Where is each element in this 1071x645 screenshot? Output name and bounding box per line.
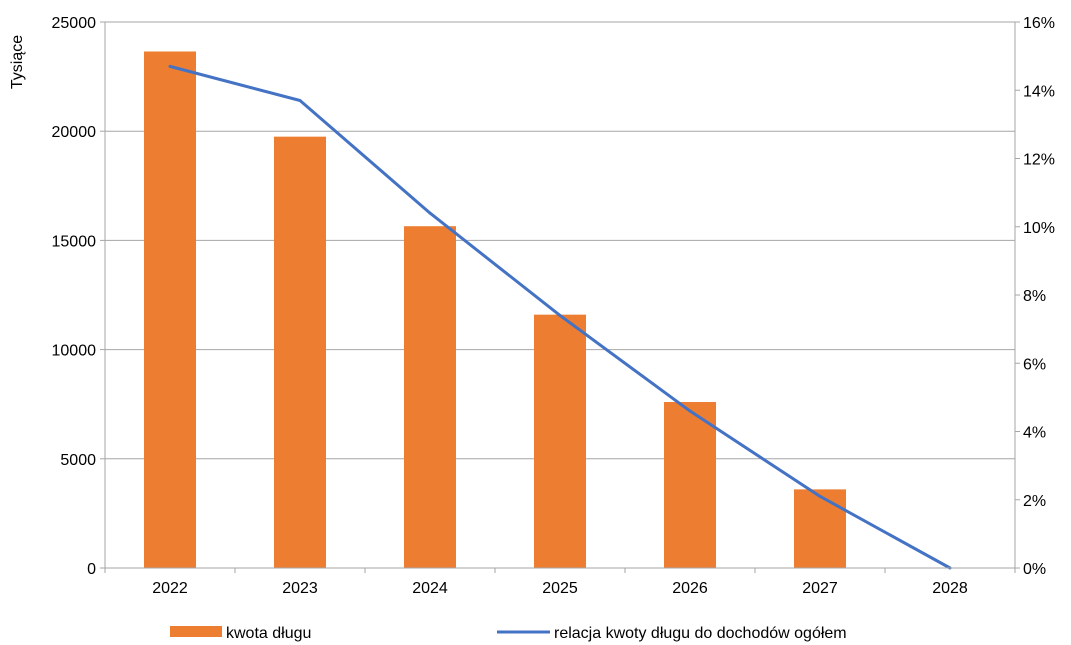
x-tick-label-2027: 2027 — [802, 580, 838, 597]
right-tick-label-12pct: 12% — [1023, 152, 1055, 169]
right-tick-label-2pct: 2% — [1023, 493, 1046, 510]
right-tick-label-10pct: 10% — [1023, 220, 1055, 237]
x-tick-label-2028: 2028 — [932, 580, 968, 597]
x-tick-label-2024: 2024 — [412, 580, 448, 597]
line-series-debt-ratio — [168, 64, 952, 570]
x-axis-tick-labels: 2022 2023 2024 2025 2026 2027 2028 — [152, 580, 968, 597]
left-tick-label-0: 0 — [87, 561, 96, 578]
right-tick-label-16pct: 16% — [1023, 15, 1055, 32]
line-point-2024 — [428, 211, 432, 215]
left-axis-title: Tysiące — [9, 35, 26, 89]
right-tick-label-6pct: 6% — [1023, 356, 1046, 373]
line-point-2025 — [558, 313, 562, 317]
bar-2023 — [274, 136, 326, 568]
bar-2027 — [794, 489, 846, 568]
bar-2024 — [404, 226, 456, 569]
right-axis-tick-labels: 0% 2% 4% 6% 8% 10% 12% 14% 16% — [1023, 15, 1055, 578]
x-tick-label-2025: 2025 — [542, 580, 578, 597]
x-tick-label-2022: 2022 — [152, 580, 188, 597]
bar-2026 — [664, 402, 716, 568]
legend: kwota długu relacja kwoty długu do docho… — [170, 625, 847, 642]
left-tick-label-5000: 5000 — [60, 452, 96, 469]
bars-series-debt-amount — [144, 51, 846, 569]
right-tick-label-8pct: 8% — [1023, 288, 1046, 305]
legend-bar-swatch — [170, 626, 222, 637]
bar-2025 — [534, 314, 586, 568]
legend-line-label: relacja kwoty długu do dochodów ogółem — [554, 625, 847, 642]
left-tick-label-20000: 20000 — [52, 124, 97, 141]
left-tick-label-15000: 15000 — [52, 233, 97, 250]
axes — [100, 21, 1020, 573]
bar-2022 — [144, 51, 196, 568]
line-point-2027 — [818, 494, 822, 498]
x-tick-label-2026: 2026 — [672, 580, 708, 597]
left-tick-label-10000: 10000 — [52, 343, 97, 360]
left-tick-label-25000: 25000 — [52, 15, 97, 32]
legend-bar-label: kwota długu — [226, 625, 311, 642]
line-point-2022 — [168, 64, 172, 68]
left-axis-tick-labels: 0 5000 10000 15000 20000 25000 — [52, 15, 97, 578]
right-tick-label-0pct: 0% — [1023, 561, 1046, 578]
right-tick-label-4pct: 4% — [1023, 425, 1046, 442]
x-tick-label-2023: 2023 — [282, 580, 318, 597]
line-point-2026 — [688, 409, 692, 413]
line-point-2023 — [298, 98, 302, 102]
right-tick-label-14pct: 14% — [1023, 83, 1055, 100]
